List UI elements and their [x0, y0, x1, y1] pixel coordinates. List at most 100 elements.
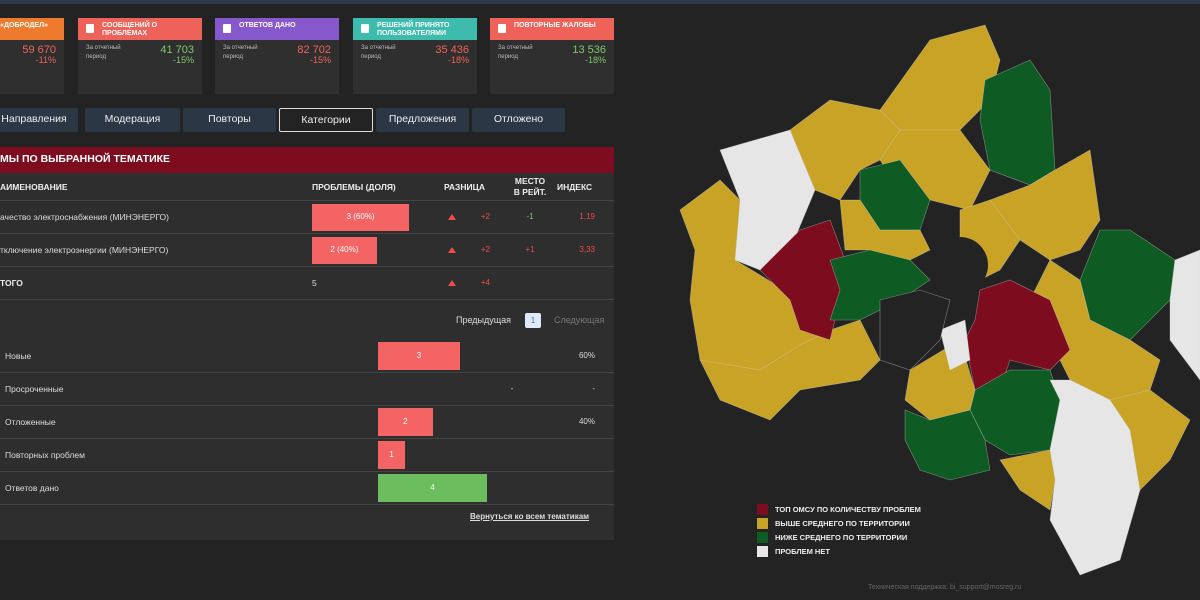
tab[interactable]: Повторы [183, 108, 276, 132]
table-row [0, 201, 614, 234]
page-number[interactable]: 1 [525, 313, 541, 328]
table-title-band [0, 147, 614, 173]
total-diff: +4 [480, 278, 490, 287]
total-name: ТОГО [0, 278, 23, 288]
card-delta: -15% [309, 55, 331, 65]
card-delta: -18% [447, 55, 469, 65]
status-label: Ответов дано [5, 483, 59, 493]
tab[interactable]: Категории [279, 108, 373, 132]
legend-swatch [757, 504, 768, 515]
status-bar [378, 474, 488, 502]
tab[interactable]: Направления [0, 108, 78, 132]
table-row [0, 234, 614, 267]
place: -1 [526, 212, 534, 221]
tab[interactable]: Предложения [376, 108, 469, 132]
card-title: СООБЩЕНИЙ О ПРОБЛЕМАХ [102, 22, 158, 37]
status-bar [378, 441, 406, 469]
total-row [0, 267, 614, 300]
status-extra: - [510, 384, 514, 393]
share-label: 3 (60%) [346, 212, 375, 221]
diff: +2 [480, 245, 490, 254]
tab[interactable]: Отложено [472, 108, 565, 132]
status-bar [378, 342, 460, 370]
total-count: 5 [312, 278, 317, 288]
legend-label: НИЖЕ СРЕДНЕГО ПО ТЕРРИТОРИИ [775, 533, 908, 542]
tab[interactable]: Модерация [85, 108, 180, 132]
prev-page[interactable]: Предыдущая [456, 315, 512, 325]
legend-label: ТОП ОМСУ ПО КОЛИЧЕСТВУ ПРОБЛЕМ [775, 505, 921, 514]
card-header [0, 18, 64, 40]
status-count: 2 [403, 417, 408, 426]
legend-label: ВЫШЕ СРЕДНЕГО ПО ТЕРРИТОРИИ [775, 519, 910, 528]
footer: Техническая поддержка: bi_support@mosreg… [868, 584, 1022, 591]
card-header [490, 18, 614, 40]
card-title: АЦИЙ В И «ДОБРОДЕЛ» [0, 22, 48, 29]
card-value: 13 536 [572, 44, 606, 56]
card-icon [86, 24, 94, 33]
card-title: ОТВЕТОВ ДАНО [239, 22, 296, 29]
top-bar [0, 0, 1200, 4]
column-header: МЕСТО В РЕЙТ. [513, 176, 547, 197]
status-row [0, 373, 614, 406]
column-header: АИМЕНОВАНИЕ [0, 182, 68, 192]
card-subtitle: За отчетный период [498, 45, 533, 60]
card-icon [223, 24, 231, 33]
table-title: МЫ ПО ВЫБРАННОЙ ТЕМАТИКЕ [0, 153, 171, 165]
status-label: Повторных проблем [5, 450, 85, 460]
column-header: ПРОБЛЕМЫ (ДОЛЯ) [312, 182, 396, 192]
card-delta: -11% [35, 55, 56, 65]
card-value: 41 703 [160, 44, 194, 56]
status-label: Отложенные [5, 417, 56, 427]
status-row [0, 439, 614, 472]
row-name: ачество электроснабжения (МИНЭНЕРГО) [0, 212, 169, 222]
index: 3,33 [579, 245, 595, 254]
up-arrow [448, 247, 456, 253]
table-panel [0, 147, 614, 540]
back-link[interactable]: Вернуться ко всем тематикам [470, 512, 590, 521]
card-value: 35 436 [435, 44, 469, 56]
legend-swatch [757, 518, 768, 529]
legend-swatch [757, 532, 768, 543]
column-header: РАЗНИЦА [444, 182, 485, 192]
status-row [0, 406, 614, 439]
index: 1,19 [579, 212, 595, 221]
card-value: 59 670 [22, 44, 56, 56]
place: +1 [525, 245, 535, 254]
card-header [353, 18, 477, 40]
column-header: ИНДЕКС [557, 182, 593, 192]
status-count: 1 [389, 450, 394, 459]
row-line [0, 200, 614, 201]
share-bar [312, 237, 377, 264]
card-title: ПОВТОРНЫЕ ЖАЛОБЫ [514, 22, 596, 29]
card-icon [498, 24, 506, 33]
share-label: 2 (40%) [330, 245, 359, 254]
status-label: Новые [5, 351, 32, 361]
next-page[interactable]: Следующая [554, 315, 605, 325]
diff: +2 [480, 212, 490, 221]
card-subtitle: За отчетный период [223, 45, 258, 60]
status-share: - [592, 384, 595, 393]
up-arrow [448, 280, 456, 286]
status-count: 4 [430, 483, 435, 492]
status-share: 60% [578, 351, 595, 360]
legend-swatch [757, 546, 768, 557]
status-count: 3 [416, 351, 422, 360]
card-subtitle: За отчетный период [361, 45, 396, 60]
status-share: 40% [578, 417, 595, 426]
status-row [0, 472, 614, 505]
card-header [215, 18, 339, 40]
card-delta: -15% [172, 55, 194, 65]
moscow [932, 237, 988, 293]
card-title: РЕШЕНИЙ ПРИНЯТО ПОЛЬЗОВАТЕЛЯМИ [377, 22, 450, 37]
status-row [0, 340, 614, 373]
card-icon [361, 24, 369, 33]
card-subtitle: За отчетный период [86, 45, 121, 60]
legend-label: ПРОБЛЕМ НЕТ [775, 547, 830, 556]
share-bar [312, 204, 410, 231]
status-bar [378, 408, 433, 436]
card-header [78, 18, 202, 40]
status-label: Просроченные [5, 384, 64, 394]
card-value: 82 702 [297, 44, 331, 56]
